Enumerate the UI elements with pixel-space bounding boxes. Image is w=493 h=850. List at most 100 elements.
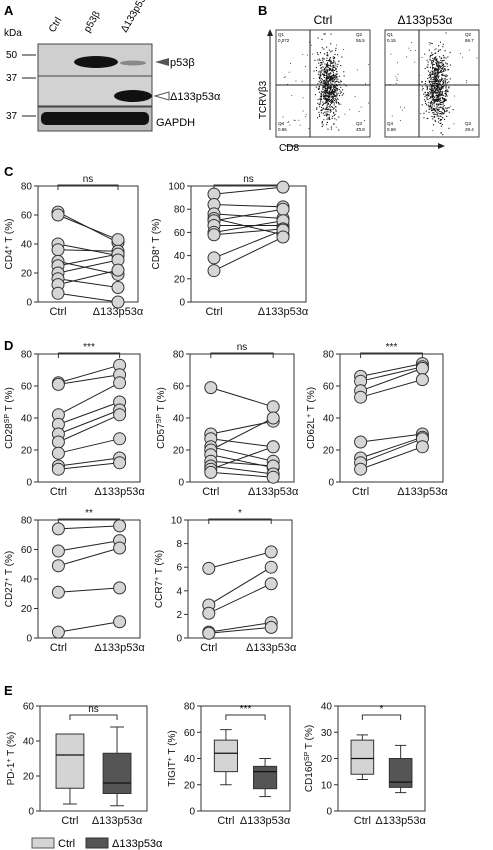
flow-event-dot <box>321 109 323 111</box>
flow-event-dot <box>294 120 296 121</box>
flow-event-dot <box>335 83 337 85</box>
flow-event-dot <box>431 60 433 62</box>
y-tick-label: 80 <box>173 350 185 361</box>
data-point <box>354 390 368 404</box>
flow-event-dot <box>343 49 345 50</box>
flow-event-dot <box>438 63 440 65</box>
flow-event-dot <box>442 87 444 89</box>
chart-cd62l: 0 20 40 60 80 CD62L+ T (%) Ctrl Δ133p53α *** <box>306 342 449 498</box>
flow-event-dot <box>336 92 338 94</box>
flow-event-dot <box>336 101 338 103</box>
flow-event-dot <box>442 75 444 77</box>
flow-event-dot <box>334 100 336 102</box>
flow-event-dot <box>335 74 337 76</box>
q3-value: 29.4 <box>465 127 474 132</box>
flow-event-dot <box>433 101 435 103</box>
flow-event-dot <box>445 84 447 86</box>
significance-bracket <box>210 352 274 358</box>
flow-event-dot <box>424 68 426 70</box>
data-point <box>204 381 218 395</box>
flow-event-dot <box>440 132 442 134</box>
flow-event-dot <box>325 80 327 82</box>
pair-line <box>213 220 284 233</box>
flow-event-dot <box>331 81 333 83</box>
flow-event-dot <box>438 93 440 95</box>
flow-event-dot <box>336 88 338 90</box>
flow-event-dot <box>329 95 331 97</box>
flow-event-dot <box>321 71 323 73</box>
flow-event-dot <box>281 42 282 44</box>
flow-event-dot <box>424 96 426 98</box>
flow-event-dot <box>439 110 441 112</box>
flow-event-dot <box>432 66 434 68</box>
flow-event-dot <box>330 43 332 45</box>
flow-event-dot <box>432 53 434 55</box>
flow-event-dot <box>330 89 332 91</box>
pair-line <box>210 460 274 467</box>
flow-event-dot <box>441 117 443 119</box>
flow-event-dot <box>335 87 337 89</box>
flow-event-dot <box>328 60 330 62</box>
flow-event-dot <box>322 66 324 68</box>
flow-event-dot <box>329 103 331 105</box>
flow-event-dot <box>450 105 452 107</box>
flow-event-dot <box>438 99 440 101</box>
flow-event-dot <box>434 80 436 82</box>
flow-event-dot <box>315 94 317 96</box>
flow-event-dot <box>432 95 434 97</box>
flow-event-dot <box>335 80 337 82</box>
flow-event-dot <box>327 95 329 97</box>
flow-event-dot <box>327 99 329 101</box>
x-category-label: Δ133p53α <box>240 815 291 827</box>
flow-event-dot <box>335 78 337 80</box>
flow-event-dot <box>326 87 328 89</box>
flow-event-dot <box>326 70 328 72</box>
flow-event-dot <box>331 95 333 97</box>
flow-event-dot <box>446 107 448 109</box>
flow-event-dot <box>327 103 329 105</box>
flow-event-dot <box>333 92 335 94</box>
flow-event-dot <box>430 85 432 87</box>
flow-event-dot <box>328 117 330 119</box>
flow-event-dot <box>320 93 322 95</box>
flow-title-d133: Δ133p53α <box>398 13 453 27</box>
flow-event-dot <box>338 61 340 62</box>
y-tick-label: 0 <box>176 634 182 645</box>
flow-event-dot <box>446 82 448 84</box>
flow-event-dot <box>318 77 320 79</box>
flow-event-dot <box>431 94 433 96</box>
flow-event-dot <box>326 104 328 106</box>
y-tick-label: 100 <box>168 182 185 193</box>
flow-event-dot <box>321 104 323 106</box>
flow-event-dot <box>316 107 318 109</box>
flow-event-dot <box>421 57 423 58</box>
flow-event-dot <box>324 63 326 65</box>
flow-event-dot <box>428 106 430 108</box>
flow-event-dot <box>435 69 437 71</box>
x-category-label: Δ133p53α <box>92 815 143 827</box>
flow-event-dot <box>320 62 322 64</box>
flow-event-dot <box>316 52 318 54</box>
flow-event-dot <box>427 91 429 93</box>
flow-event-dot <box>449 78 451 80</box>
flow-event-dot <box>302 53 304 55</box>
flow-event-dot <box>440 115 442 117</box>
flow-event-dot <box>433 92 435 94</box>
flow-event-dot <box>428 102 430 104</box>
flow-event-dot <box>446 75 448 77</box>
kda-label: kDa <box>4 28 22 39</box>
flow-event-dot <box>437 97 439 99</box>
flow-event-dot <box>321 90 323 92</box>
flow-event-dot <box>328 96 330 98</box>
chart-cd160: 0 10 20 30 40 CD160SP T (%) Ctrl Δ133p53α * <box>304 702 427 828</box>
flow-event-dot <box>432 59 434 61</box>
flow-event-dot <box>332 69 334 71</box>
flow-event-dot <box>434 86 436 88</box>
flow-event-dot <box>437 61 439 63</box>
flow-event-dot <box>427 70 429 72</box>
flow-event-dot <box>338 92 339 94</box>
flow-event-dot <box>325 84 327 86</box>
flow-event-dot <box>444 81 446 83</box>
data-point <box>111 233 125 247</box>
flow-event-dot <box>329 73 331 75</box>
